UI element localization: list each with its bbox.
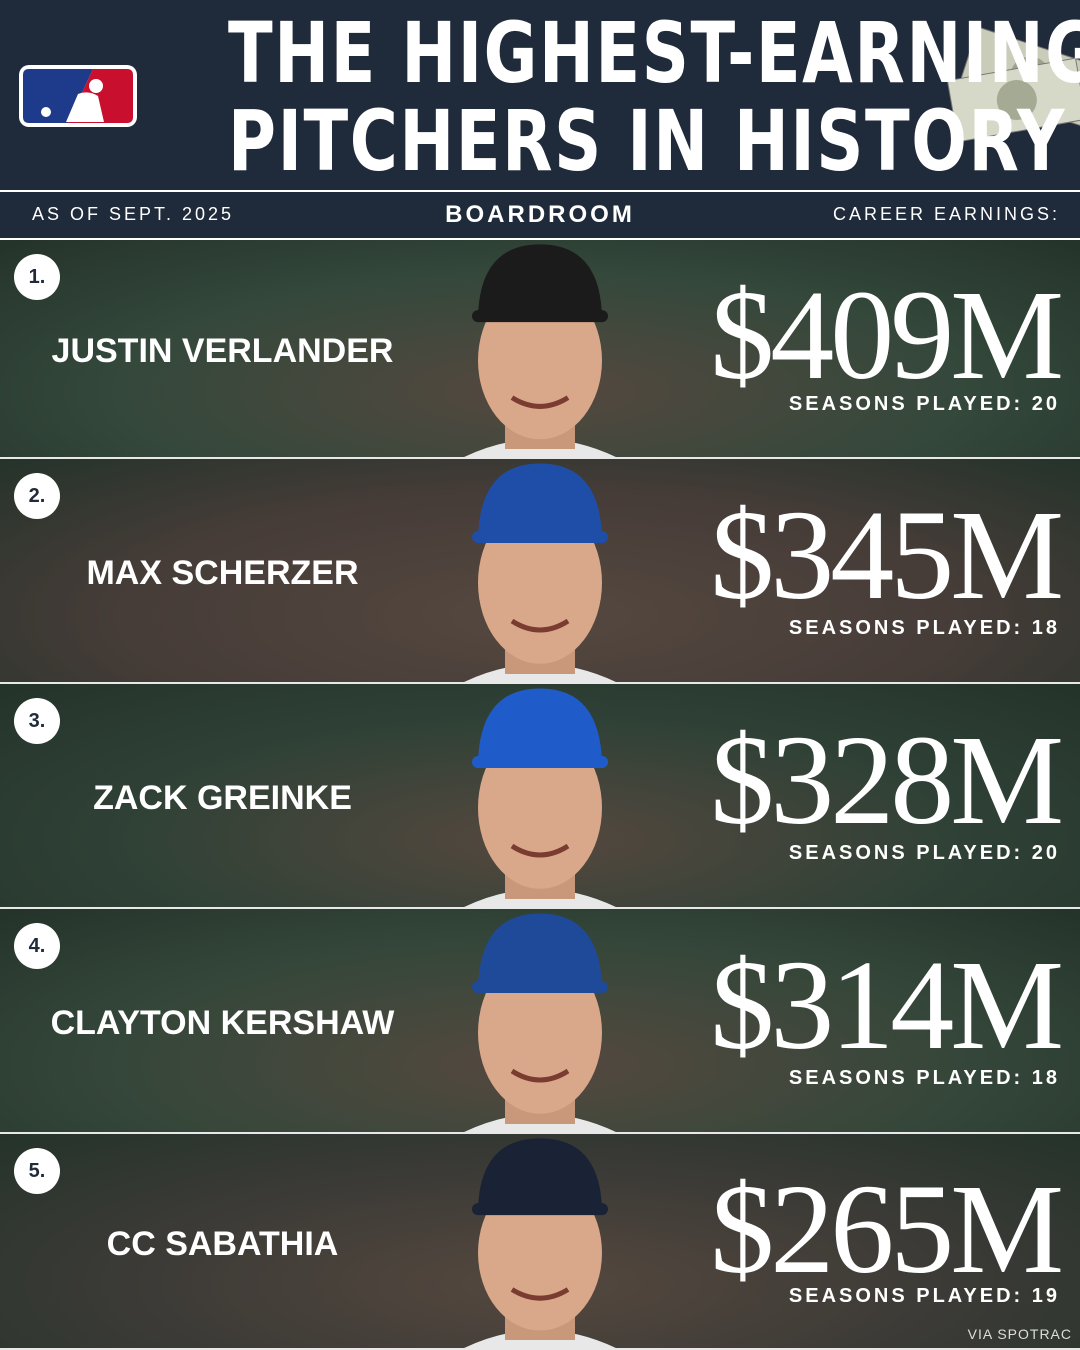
player-name: JUSTIN VERLANDER <box>51 331 394 370</box>
column-label: CAREER EARNINGS: <box>832 204 1060 224</box>
player-name: MAX SCHERZER <box>86 553 359 592</box>
player-photo <box>464 244 616 457</box>
rank-badge: 4. <box>14 923 60 969</box>
money-illustration <box>946 26 1080 143</box>
player-row: 1. JUSTIN VERLANDER $409M SEASONS PLAYED: 2… <box>0 240 1080 459</box>
title-line: THE HIGHEST-EARNING <box>228 4 1080 102</box>
player-name: CLAYTON KERSHAW <box>50 1003 395 1042</box>
player-photo <box>464 913 616 1132</box>
title-line: PITCHERS IN HISTORY <box>228 92 1066 190</box>
player-photo <box>464 1138 616 1348</box>
seasons-played: SEASONS PLAYED: 20 <box>788 393 1060 416</box>
player-name: ZACK GREINKE <box>93 778 352 817</box>
seasons-played: SEASONS PLAYED: 19 <box>788 1285 1060 1308</box>
player-row: 2. MAX SCHERZER $345M SEASONS PLAYED: 18 <box>0 459 1080 684</box>
player-row: 3. ZACK GREINKE $328M SEASONS PLAYED: 20 <box>0 684 1080 909</box>
career-earnings: $265M <box>710 1157 1064 1300</box>
player-row: 4. CLAYTON KERSHAW $314M SEASONS PLAYED: 18 <box>0 909 1080 1134</box>
player-row: 5. CC SABATHIA $265M SEASONS PLAYED: 19 <box>0 1134 1080 1350</box>
player-photo <box>464 463 616 682</box>
league-logo <box>19 65 137 127</box>
seasons-played: SEASONS PLAYED: 20 <box>788 841 1060 864</box>
header: THE HIGHEST-EARNING PITCHERS IN HISTORY <box>0 0 1080 190</box>
career-earnings: $345M <box>710 483 1064 626</box>
rank-badge: 1. <box>14 254 60 300</box>
career-earnings: $409M <box>710 263 1064 406</box>
career-earnings: $314M <box>710 933 1064 1076</box>
brand: BOARDROOM <box>445 201 635 228</box>
subheader: AS OF SEPT. 2025 BOARDROOM CAREER EARNIN… <box>0 190 1080 240</box>
seasons-played: SEASONS PLAYED: 18 <box>788 616 1060 639</box>
rank-badge: 2. <box>14 473 60 519</box>
player-photo <box>464 688 616 907</box>
rank-badge: 3. <box>14 698 60 744</box>
rank-badge: 5. <box>14 1148 60 1194</box>
seasons-played: SEASONS PLAYED: 18 <box>788 1066 1060 1089</box>
source: VIA SPOTRAC <box>967 1326 1072 1342</box>
date-note: AS OF SEPT. 2025 <box>32 204 235 224</box>
career-earnings: $328M <box>710 708 1064 851</box>
player-name: CC SABATHIA <box>106 1224 339 1263</box>
